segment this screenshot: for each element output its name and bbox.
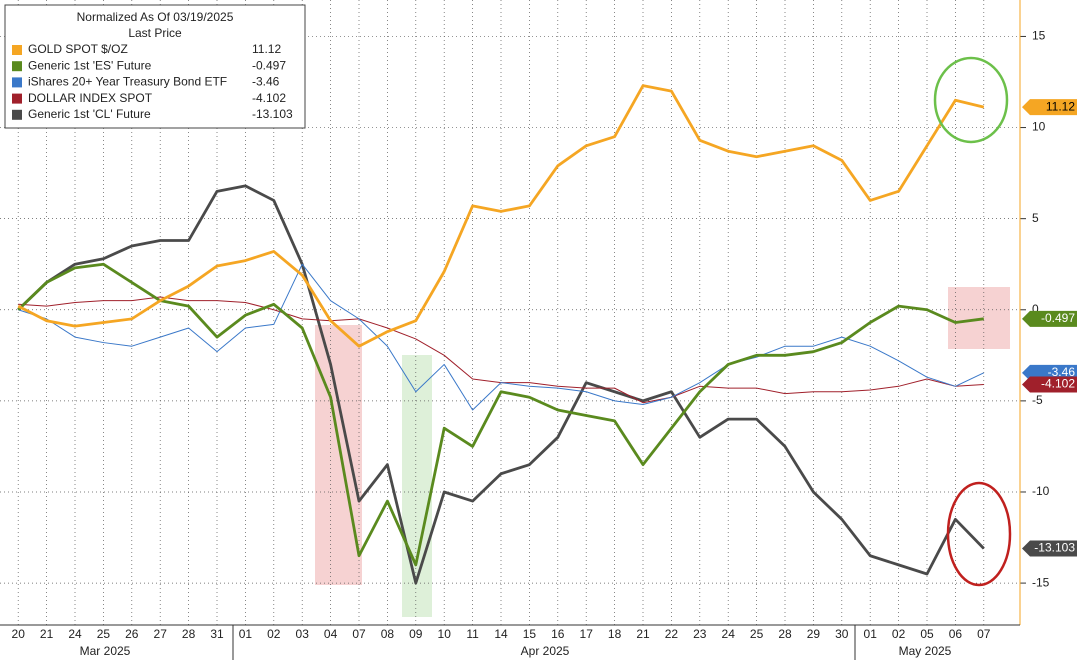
x-tick-label: 26 (125, 627, 139, 641)
x-tick-label: 11 (466, 627, 479, 641)
x-tick-label: 03 (296, 627, 310, 641)
x-tick-label: 31 (210, 627, 224, 641)
legend: Normalized As Of 03/19/2025 Last Price G… (4, 4, 306, 129)
tag-label: -13.103 (1034, 541, 1075, 555)
y-tick-label: -15 (1032, 575, 1050, 589)
tag-box (1022, 310, 1077, 327)
x-tick-label: 01 (239, 627, 253, 641)
legend-label: DOLLAR INDEX SPOT (28, 91, 153, 105)
x-tick-label: 14 (494, 627, 508, 641)
x-tick-label: 29 (807, 627, 821, 641)
last-price-tags: 11.12 -0.497 -3.46-4.102 -13.103 (1022, 99, 1077, 557)
y-tick-label: -10 (1032, 484, 1050, 498)
highlight-pink (948, 287, 1010, 349)
y-tick-label: -5 (1032, 393, 1043, 407)
series-line (17, 184, 985, 585)
tag-label: -3.46 (1048, 365, 1076, 379)
legend-value: -13.103 (252, 107, 293, 121)
x-tick-label: 20 (12, 627, 26, 641)
lines (17, 84, 985, 585)
tag-box (1022, 99, 1077, 116)
x-tick-label: 15 (523, 627, 537, 641)
x-tick-label: 17 (580, 627, 594, 641)
legend-swatch (12, 109, 22, 120)
legend-value: 11.12 (252, 42, 281, 56)
legend-value: -4.102 (252, 91, 286, 105)
x-tick-label: 10 (438, 627, 452, 641)
x-tick-label: 05 (920, 627, 934, 641)
tag-box (1022, 376, 1077, 393)
x-tick-label: 22 (665, 627, 679, 641)
legend-value: -0.497 (252, 58, 286, 72)
legend-swatch (12, 77, 22, 88)
legend-swatch (12, 93, 22, 104)
legend-title: Normalized As Of 03/19/2025 (77, 10, 234, 24)
x-tick-label: 08 (381, 627, 395, 641)
x-tick-label: 02 (892, 627, 906, 641)
circle-red (946, 481, 1012, 587)
x-tick-label: 21 (40, 627, 54, 641)
highlight-red (315, 325, 362, 585)
y-tick-label: 0 (1032, 302, 1039, 316)
circle-green (933, 56, 1009, 144)
legend-value: -3.46 (252, 75, 280, 89)
x-tick-label: 06 (949, 627, 963, 641)
x-tick-label: 02 (267, 627, 281, 641)
legend-label: GOLD SPOT $/OZ (28, 42, 128, 56)
legend-subtitle: Last Price (128, 26, 182, 40)
x-tick-label: 28 (182, 627, 196, 641)
highlight-green (402, 355, 432, 617)
legend-box (4, 4, 306, 129)
tag-label: -4.102 (1041, 377, 1075, 391)
x-tick-label: 09 (409, 627, 423, 641)
month-label: Apr 2025 (521, 644, 570, 658)
x-tick-label: 23 (693, 627, 707, 641)
x-tick-label: 16 (551, 627, 565, 641)
x-tick-label: 25 (97, 627, 111, 641)
x-tick-label: 25 (750, 627, 764, 641)
grid: 15 10 5 0 -5 -10 -15 20 21 24 25 26 27 28 31 01 02 03 04 07… (0, 0, 1050, 641)
series-line (18, 263, 985, 411)
x-tick-label: 21 (636, 627, 650, 641)
x-tick-label: 04 (324, 627, 338, 641)
x-tick-label: 24 (68, 627, 82, 641)
tag-label: -0.497 (1041, 311, 1075, 325)
x-tick-label: 24 (722, 627, 736, 641)
x-tick-label: 07 (977, 627, 991, 641)
x-tick-label: 27 (154, 627, 168, 641)
x-tick-label: 01 (864, 627, 878, 641)
legend-swatch (12, 61, 22, 72)
x-tick-label: 18 (608, 627, 622, 641)
month-label: May 2025 (899, 644, 952, 658)
x-tick-label: 07 (352, 627, 366, 641)
series-line (17, 262, 984, 567)
x-tick-label: 28 (778, 627, 792, 641)
y-tick-label: 5 (1032, 211, 1039, 225)
tag-label: 11.12 (1046, 99, 1075, 113)
series-line (17, 84, 985, 348)
tag-box (1022, 540, 1077, 557)
y-tick-label: 15 (1032, 29, 1046, 43)
legend-swatch (12, 45, 22, 55)
legend-label: iShares 20+ Year Treasury Bond ETF (28, 75, 227, 89)
legend-label: Generic 1st 'ES' Future (28, 58, 152, 72)
y-tick-label: 10 (1032, 120, 1046, 134)
month-label: Mar 2025 (80, 644, 131, 658)
x-tick-label: 30 (835, 627, 849, 641)
legend-label: Generic 1st 'CL' Future (28, 107, 151, 121)
